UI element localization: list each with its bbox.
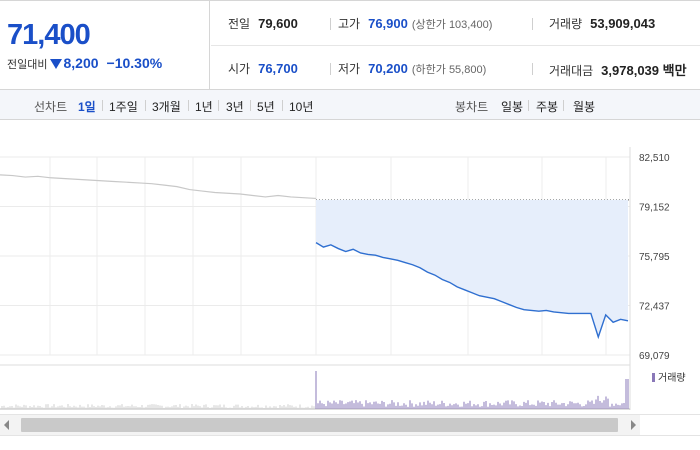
y-tick-label: 82,510 — [639, 153, 670, 164]
low-value: 70,200 — [368, 61, 408, 76]
open-value: 76,700 — [258, 61, 298, 76]
tab-daily-candle[interactable]: 일봉 — [501, 100, 524, 114]
open-label: 시가 — [228, 62, 251, 76]
line-chart-label: 선차트 — [34, 100, 68, 114]
chart-period-tabbar: 선차트 1일 1주일 3개월 1년 3년 5년 10년 봉차트 일봉 주봉 월봉 — [0, 90, 700, 120]
turnover-value: 3,978,039 백만 — [601, 63, 687, 78]
down-triangle-icon — [50, 59, 63, 69]
today-price-line — [315, 242, 629, 340]
price-chart-svg[interactable]: 82,510 79,152 75,795 72,437 69,079 거래량 — [0, 120, 700, 410]
tab-weekly-candle[interactable]: 주봉 — [536, 100, 559, 114]
tab-1-day[interactable]: 1일 — [78, 100, 96, 114]
tab-1-year[interactable]: 1년 — [195, 100, 213, 114]
tab-monthly-candle[interactable]: 월봉 — [573, 100, 596, 114]
low-stat: 저가 70,200 (하한가 55,800) — [338, 60, 486, 77]
change-label: 전일대비 — [7, 59, 48, 71]
volume-label: 거래량 — [549, 17, 583, 31]
current-price-box: 71,400 전일대비 8,200 −10.30% — [0, 1, 210, 89]
tab-10-years[interactable]: 10년 — [289, 100, 314, 114]
divider — [188, 100, 189, 111]
divider — [528, 100, 529, 111]
previous-day-price-line — [0, 174, 317, 200]
divider — [330, 18, 331, 30]
divider — [282, 100, 283, 111]
turnover-stat: 거래대금 3,978,039 백만 — [549, 60, 687, 79]
divider — [218, 100, 219, 111]
candle-chart-label: 봉차트 — [455, 100, 489, 114]
divider — [532, 63, 533, 75]
scroll-right-icon[interactable] — [631, 420, 636, 430]
tab-3-years[interactable]: 3년 — [226, 100, 244, 114]
tab-3-months[interactable]: 3개월 — [152, 100, 181, 114]
divider — [145, 100, 146, 111]
scroll-thumb[interactable] — [21, 418, 618, 432]
divider — [250, 100, 251, 111]
chart-scrollbar[interactable] — [0, 414, 700, 436]
prev-close-value: 79,600 — [258, 16, 298, 31]
change-percent: −10.30% — [106, 55, 163, 71]
tab-5-years[interactable]: 5년 — [257, 100, 275, 114]
stock-summary-panel: 71,400 전일대비 8,200 −10.30% 전일 79,600 고가 76,90… — [0, 0, 700, 90]
scroll-left-icon[interactable] — [4, 420, 9, 430]
current-price: 71,400 — [7, 19, 91, 51]
divider — [563, 100, 564, 111]
tab-1-week[interactable]: 1주일 — [109, 100, 138, 114]
row-divider — [211, 45, 700, 46]
high-stat: 고가 76,900 (상한가 103,400) — [338, 15, 492, 32]
low-label: 저가 — [338, 62, 361, 76]
y-tick-label: 72,437 — [639, 302, 670, 313]
prev-close-stat: 전일 79,600 — [228, 15, 298, 32]
turnover-label: 거래대금 — [549, 64, 594, 78]
lower-limit: (하한가 55,800) — [411, 64, 487, 76]
divider — [102, 100, 103, 111]
price-chart[interactable]: 82,510 79,152 75,795 72,437 69,079 거래량 — [0, 120, 700, 410]
today-fill-area — [316, 199, 628, 337]
volume-value: 53,909,043 — [590, 16, 656, 31]
scroll-track-end — [640, 415, 700, 435]
y-tick-label: 79,152 — [639, 203, 670, 214]
divider — [532, 18, 533, 30]
prev-close-label: 전일 — [228, 17, 251, 31]
change-line: 전일대비 8,200 −10.30% — [7, 55, 162, 72]
divider — [330, 63, 331, 75]
high-label: 고가 — [338, 17, 361, 31]
volume-legend-label: 거래량 — [658, 372, 686, 384]
open-stat: 시가 76,700 — [228, 60, 298, 77]
change-value: 8,200 — [63, 55, 99, 71]
y-tick-label: 75,795 — [639, 252, 670, 263]
high-value: 76,900 — [368, 16, 408, 31]
volume-stat: 거래량 53,909,043 — [549, 15, 655, 32]
upper-limit: (상한가 103,400) — [411, 19, 493, 31]
y-tick-label: 69,079 — [639, 351, 670, 362]
volume-legend-swatch — [652, 373, 655, 382]
